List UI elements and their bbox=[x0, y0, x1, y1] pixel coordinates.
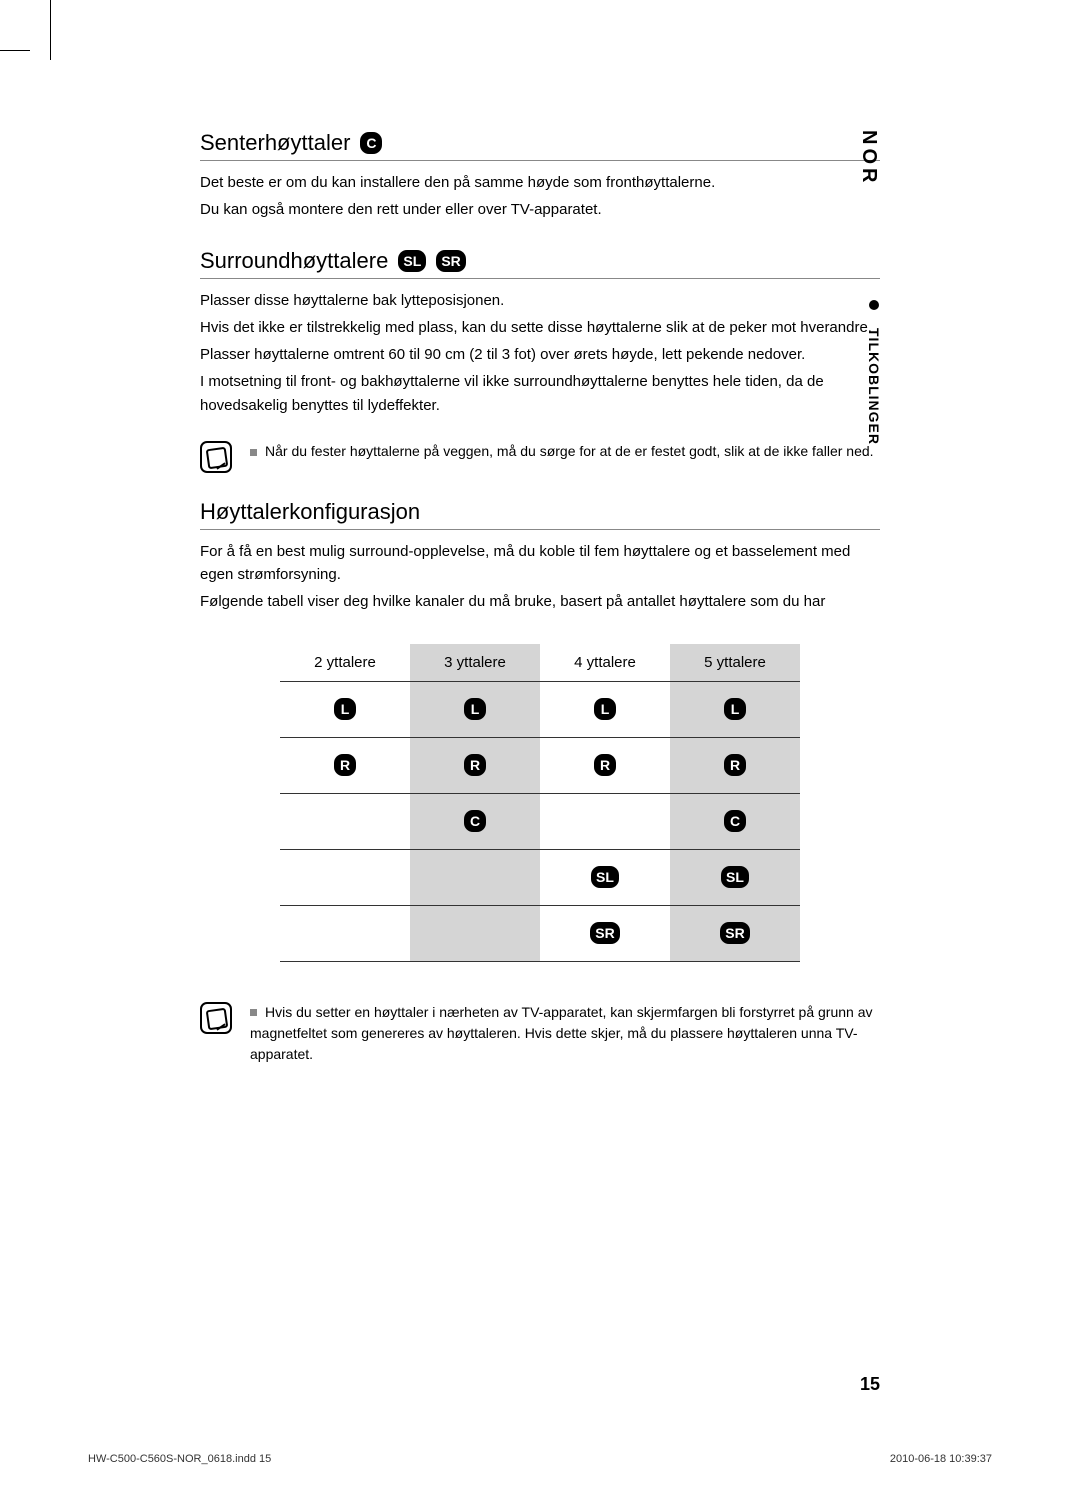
table-cell: R bbox=[670, 737, 800, 793]
surround-p3: Plasser høyttalerne omtrent 60 til 90 cm… bbox=[200, 343, 880, 366]
heading-rule bbox=[200, 278, 880, 279]
heading-text: Surroundhøyttalere bbox=[200, 248, 388, 274]
footer-right: 2010-06-18 10:39:37 bbox=[890, 1453, 992, 1465]
config-p2: Følgende tabell viser deg hvilke kanaler… bbox=[200, 590, 880, 613]
table-cell bbox=[280, 793, 410, 849]
surround-p4: I motsetning til front- og bakhøyttalern… bbox=[200, 370, 880, 417]
speaker-badge-icon: R bbox=[334, 754, 356, 776]
heading-center: Senterhøyttaler C bbox=[200, 130, 880, 156]
col-header: 4 yttalere bbox=[540, 644, 670, 682]
table-cell: L bbox=[410, 681, 540, 737]
table-row: LLLL bbox=[280, 681, 800, 737]
content-column: Senterhøyttaler C Det beste er om du kan… bbox=[200, 130, 880, 1065]
badge-sr-icon: SR bbox=[436, 250, 465, 272]
speaker-badge-icon: L bbox=[724, 698, 746, 720]
note-text: Hvis du setter en høyttaler i nærheten a… bbox=[250, 1002, 880, 1065]
speaker-badge-icon: R bbox=[594, 754, 616, 776]
note-bullet-icon bbox=[250, 449, 257, 456]
footer: HW-C500-C560S-NOR_0618.indd 15 2010-06-1… bbox=[0, 1453, 1080, 1465]
note-bullet-icon bbox=[250, 1009, 257, 1016]
table-row: CC bbox=[280, 793, 800, 849]
speaker-badge-icon: SR bbox=[590, 922, 619, 944]
table-cell: SR bbox=[540, 905, 670, 961]
badge-c-icon: C bbox=[360, 132, 382, 154]
heading-surround: Surroundhøyttalere SL SR bbox=[200, 248, 880, 274]
table-cell bbox=[280, 849, 410, 905]
table-cell: L bbox=[540, 681, 670, 737]
table-cell: SL bbox=[670, 849, 800, 905]
table-cell: C bbox=[670, 793, 800, 849]
heading-text: Høyttalerkonfigurasjon bbox=[200, 499, 420, 525]
table-row: RRRR bbox=[280, 737, 800, 793]
note-block: Når du fester høyttalerne på veggen, må … bbox=[200, 441, 880, 473]
note-icon bbox=[200, 441, 232, 473]
speaker-badge-icon: SL bbox=[721, 866, 749, 888]
heading-text: Senterhøyttaler bbox=[200, 130, 350, 156]
table-row: SR SR bbox=[280, 905, 800, 961]
table-header-row: 2 yttalere 3 yttalere 4 yttalere 5 yttal… bbox=[280, 644, 800, 682]
heading-rule bbox=[200, 529, 880, 530]
speaker-badge-icon: L bbox=[594, 698, 616, 720]
table-cell: SL bbox=[540, 849, 670, 905]
note-text: Når du fester høyttalerne på veggen, må … bbox=[250, 441, 874, 462]
speaker-badge-icon: L bbox=[464, 698, 486, 720]
side-bullet-icon bbox=[869, 300, 879, 310]
page-number: 15 bbox=[860, 1374, 880, 1395]
center-p1: Det beste er om du kan installere den på… bbox=[200, 171, 880, 194]
footer-left: HW-C500-C560S-NOR_0618.indd 15 bbox=[88, 1453, 271, 1465]
manual-page: NOR TILKOBLINGER Senterhøyttaler C Det b… bbox=[0, 0, 1080, 1485]
table-cell: R bbox=[280, 737, 410, 793]
speaker-badge-icon: L bbox=[334, 698, 356, 720]
speaker-badge-icon: SR bbox=[720, 922, 749, 944]
speaker-badge-icon: R bbox=[724, 754, 746, 776]
speaker-badge-icon: C bbox=[724, 810, 746, 832]
side-lang-tab: NOR bbox=[857, 130, 880, 186]
surround-p2: Hvis det ikke er tilstrekkelig med plass… bbox=[200, 316, 880, 339]
side-section-tab: TILKOBLINGER bbox=[866, 300, 882, 445]
col-header: 2 yttalere bbox=[280, 644, 410, 682]
heading-rule bbox=[200, 160, 880, 161]
badge-sl-icon: SL bbox=[398, 250, 426, 272]
table-row: SL SL bbox=[280, 849, 800, 905]
table-cell: L bbox=[670, 681, 800, 737]
col-header: 5 yttalere bbox=[670, 644, 800, 682]
note1-text: Når du fester høyttalerne på veggen, må … bbox=[265, 443, 874, 459]
note-block: Hvis du setter en høyttaler i nærheten a… bbox=[200, 1002, 880, 1065]
table-cell bbox=[540, 793, 670, 849]
table-cell: R bbox=[540, 737, 670, 793]
table-cell: C bbox=[410, 793, 540, 849]
table-cell bbox=[410, 905, 540, 961]
note2-text: Hvis du setter en høyttaler i nærheten a… bbox=[250, 1004, 872, 1062]
speaker-badge-icon: C bbox=[464, 810, 486, 832]
table-cell bbox=[280, 905, 410, 961]
note-icon bbox=[200, 1002, 232, 1034]
table-cell: L bbox=[280, 681, 410, 737]
speaker-badge-icon: R bbox=[464, 754, 486, 776]
col-header: 3 yttalere bbox=[410, 644, 540, 682]
side-section-label: TILKOBLINGER bbox=[866, 328, 882, 445]
table-cell: R bbox=[410, 737, 540, 793]
table-cell: SR bbox=[670, 905, 800, 961]
config-p1: For å få en best mulig surround-opplevel… bbox=[200, 540, 880, 587]
table-cell bbox=[410, 849, 540, 905]
speaker-config-table: 2 yttalere 3 yttalere 4 yttalere 5 yttal… bbox=[280, 644, 800, 962]
speaker-badge-icon: SL bbox=[591, 866, 619, 888]
center-p2: Du kan også montere den rett under eller… bbox=[200, 198, 880, 221]
heading-config: Høyttalerkonfigurasjon bbox=[200, 499, 880, 525]
surround-p1: Plasser disse høyttalerne bak lytteposis… bbox=[200, 289, 880, 312]
